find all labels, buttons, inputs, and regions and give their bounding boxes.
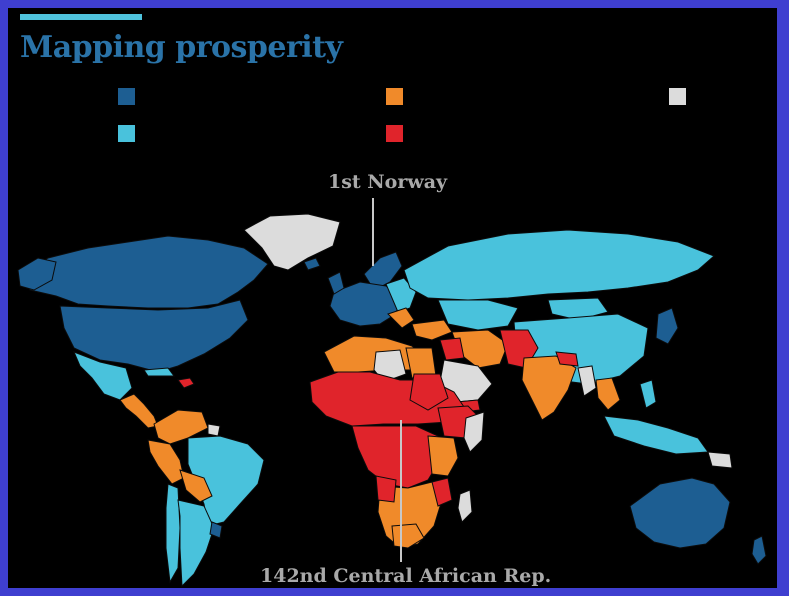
- region-southeast-asia: [595, 377, 621, 411]
- region-sudan: [409, 373, 449, 411]
- region-turkey: [411, 319, 453, 341]
- callout-bottom-leader: [400, 420, 402, 562]
- region-cuba: [143, 367, 175, 377]
- region-philippines: [639, 379, 657, 409]
- region-uk: [327, 271, 345, 295]
- region-australia: [629, 477, 731, 549]
- region-central-africa: [351, 425, 441, 489]
- callout-bottom-label: 142nd Central African Rep.: [260, 565, 552, 587]
- region-indonesia: [603, 415, 709, 455]
- region-eastern-europe: [385, 277, 417, 313]
- region-new-zealand: [751, 535, 767, 565]
- region-europe-west: [329, 281, 401, 327]
- page-title: Mapping prosperity: [20, 30, 343, 65]
- region-alaska: [17, 257, 57, 291]
- region-bolivia-paraguay: [179, 469, 213, 503]
- region-east-africa: [427, 435, 459, 477]
- region-india: [521, 355, 577, 421]
- region-uruguay: [209, 521, 223, 539]
- region-libya: [373, 349, 407, 383]
- region-greenland: [243, 213, 341, 271]
- callout-top-leader: [372, 198, 374, 266]
- region-east-africa-south: [431, 477, 453, 507]
- legend-swatch-no-data: [669, 88, 686, 105]
- region-kazakhstan: [437, 299, 519, 331]
- world-map: [17, 213, 767, 588]
- region-russia: [403, 229, 715, 301]
- region-madagascar: [457, 489, 473, 523]
- region-central-america: [119, 393, 159, 429]
- region-caribbean: [177, 377, 195, 389]
- legend-swatch-bottom-tier: [386, 125, 403, 142]
- region-balkans: [387, 307, 415, 329]
- region-venezuela-colombia: [153, 409, 209, 445]
- region-nepal-bangladesh: [555, 351, 579, 367]
- region-iraq-syria: [439, 337, 465, 361]
- region-angola: [375, 475, 397, 503]
- region-chile: [165, 483, 181, 584]
- region-canada: [19, 235, 269, 309]
- region-argentina: [177, 499, 215, 588]
- region-japan-korea: [655, 307, 679, 345]
- legend-swatch-lower-tier: [386, 88, 403, 105]
- region-guyana: [207, 423, 221, 437]
- region-usa: [59, 299, 249, 373]
- map-frame: Mapping prosperity: [8, 8, 777, 588]
- title-accent-bar: [20, 14, 142, 20]
- region-png: [707, 451, 733, 469]
- callout-top-label: 1st Norway: [328, 171, 448, 193]
- legend-swatch-top-tier: [118, 88, 135, 105]
- legend-swatch-upper-tier: [118, 125, 135, 142]
- region-myanmar: [577, 365, 597, 397]
- region-ecuador-peru: [147, 439, 185, 485]
- region-somalia: [463, 411, 485, 453]
- region-iceland: [303, 257, 321, 271]
